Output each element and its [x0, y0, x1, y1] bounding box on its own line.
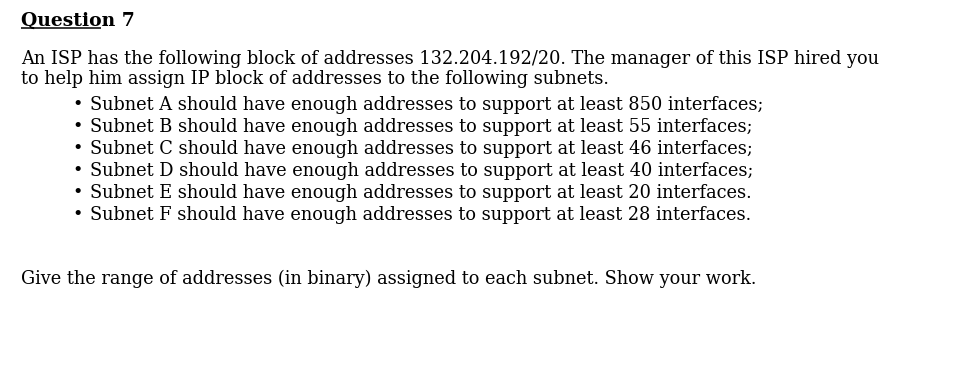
Text: Subnet C should have enough addresses to support at least 46 interfaces;: Subnet C should have enough addresses to… [90, 140, 753, 158]
Text: Subnet B should have enough addresses to support at least 55 interfaces;: Subnet B should have enough addresses to… [90, 118, 752, 136]
Text: •: • [73, 140, 83, 158]
Text: Question 7: Question 7 [21, 12, 136, 30]
Text: Subnet F should have enough addresses to support at least 28 interfaces.: Subnet F should have enough addresses to… [90, 206, 751, 224]
Text: Subnet A should have enough addresses to support at least 850 interfaces;: Subnet A should have enough addresses to… [90, 96, 764, 114]
Text: •: • [73, 118, 83, 136]
Text: •: • [73, 206, 83, 224]
Text: to help him assign IP block of addresses to the following subnets.: to help him assign IP block of addresses… [21, 70, 609, 88]
Text: :: : [102, 12, 108, 30]
Text: Subnet E should have enough addresses to support at least 20 interfaces.: Subnet E should have enough addresses to… [90, 184, 751, 202]
Text: •: • [73, 96, 83, 114]
Text: Subnet D should have enough addresses to support at least 40 interfaces;: Subnet D should have enough addresses to… [90, 162, 753, 180]
Text: •: • [73, 162, 83, 180]
Text: An ISP has the following block of addresses 132.204.192/20. The manager of this : An ISP has the following block of addres… [21, 50, 879, 68]
Text: •: • [73, 184, 83, 202]
Text: Give the range of addresses (in binary) assigned to each subnet. Show your work.: Give the range of addresses (in binary) … [21, 270, 757, 288]
